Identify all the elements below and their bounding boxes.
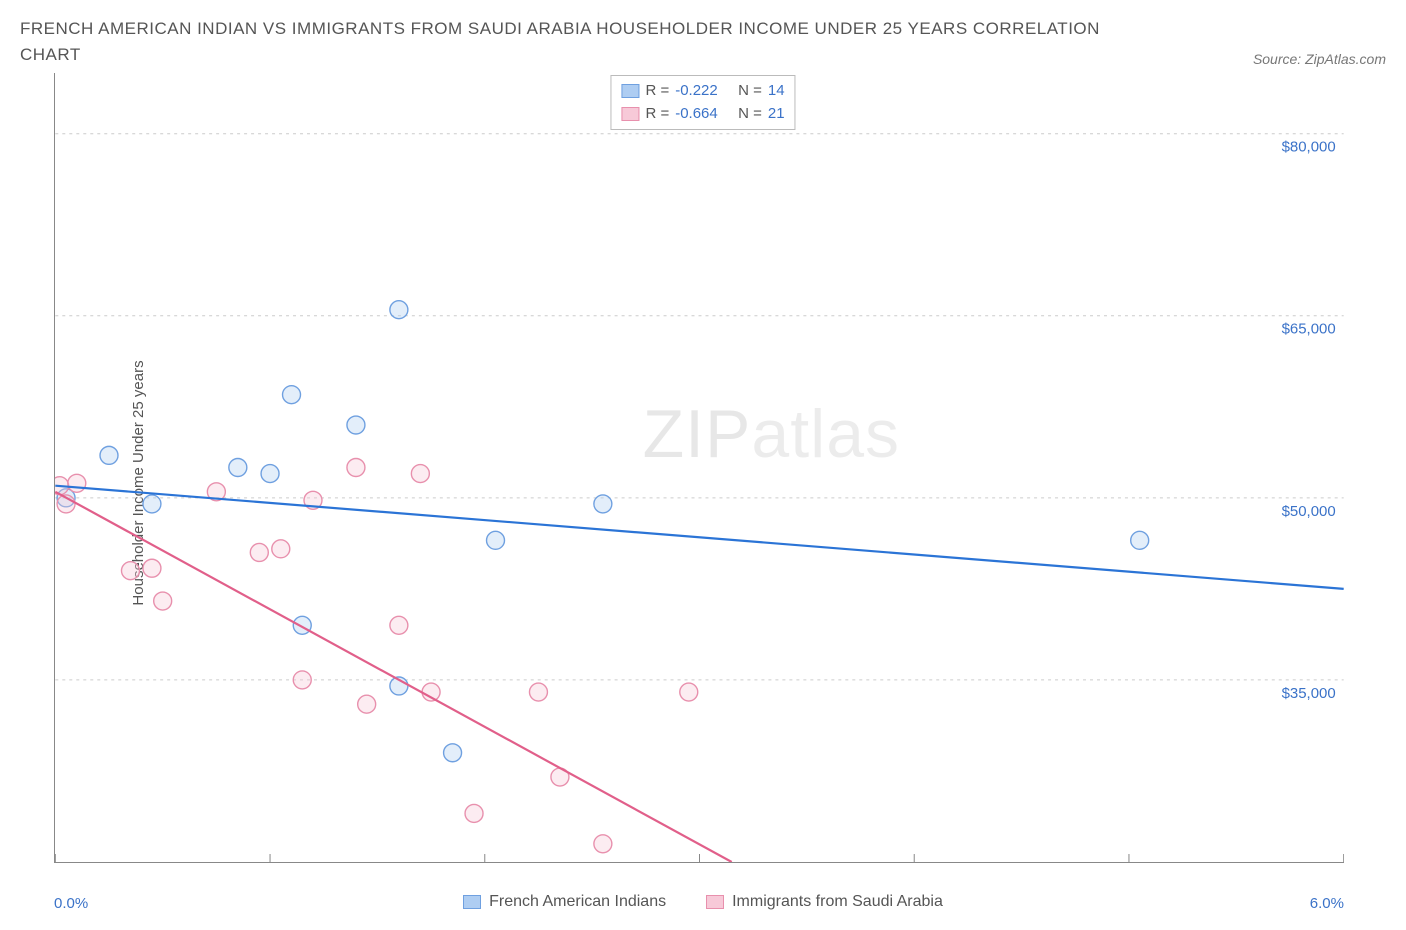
data-point [390,301,408,319]
data-point [250,543,268,561]
data-point [487,531,505,549]
data-point [229,459,247,477]
data-point [154,592,172,610]
data-point [283,386,301,404]
data-point [594,835,612,853]
legend-row: R = -0.664 N = 21 [621,103,784,126]
data-point [444,744,462,762]
chart-container: Householder Income Under 25 years $35,00… [20,73,1386,893]
data-point [261,465,279,483]
svg-text:$80,000: $80,000 [1282,139,1336,156]
legend-label: French American Indians [489,893,666,911]
data-point [465,804,483,822]
data-point [293,671,311,689]
legend-swatch [463,895,481,909]
correlation-legend: R = -0.222 N = 14 R = -0.664 N = 21 [610,75,795,130]
trend-line [55,492,731,862]
svg-text:$65,000: $65,000 [1282,321,1336,338]
data-point [143,495,161,513]
data-point [390,616,408,634]
data-point [529,683,547,701]
data-point [1131,531,1149,549]
data-point [272,540,290,558]
data-point [121,562,139,580]
data-point [680,683,698,701]
legend-swatch [706,895,724,909]
svg-text:$50,000: $50,000 [1282,503,1336,520]
series-legend: French American Indians Immigrants from S… [20,893,1386,911]
data-point [143,559,161,577]
data-point [594,495,612,513]
legend-item: French American Indians [463,893,666,911]
legend-row: R = -0.222 N = 14 [621,80,784,103]
chart-title: FRENCH AMERICAN INDIAN VS IMMIGRANTS FRO… [20,16,1120,67]
legend-item: Immigrants from Saudi Arabia [706,893,943,911]
data-point [68,474,86,492]
data-point [347,459,365,477]
data-point [358,695,376,713]
legend-swatch [621,107,639,121]
data-point [411,465,429,483]
svg-text:$35,000: $35,000 [1282,685,1336,702]
trend-line [55,486,1343,589]
scatter-plot: $35,000 $50,000 $65,000 $80,000 [54,73,1344,863]
data-point [347,416,365,434]
data-point [100,446,118,464]
legend-swatch [621,84,639,98]
legend-label: Immigrants from Saudi Arabia [732,893,943,911]
source-label: Source: ZipAtlas.com [1253,51,1386,67]
